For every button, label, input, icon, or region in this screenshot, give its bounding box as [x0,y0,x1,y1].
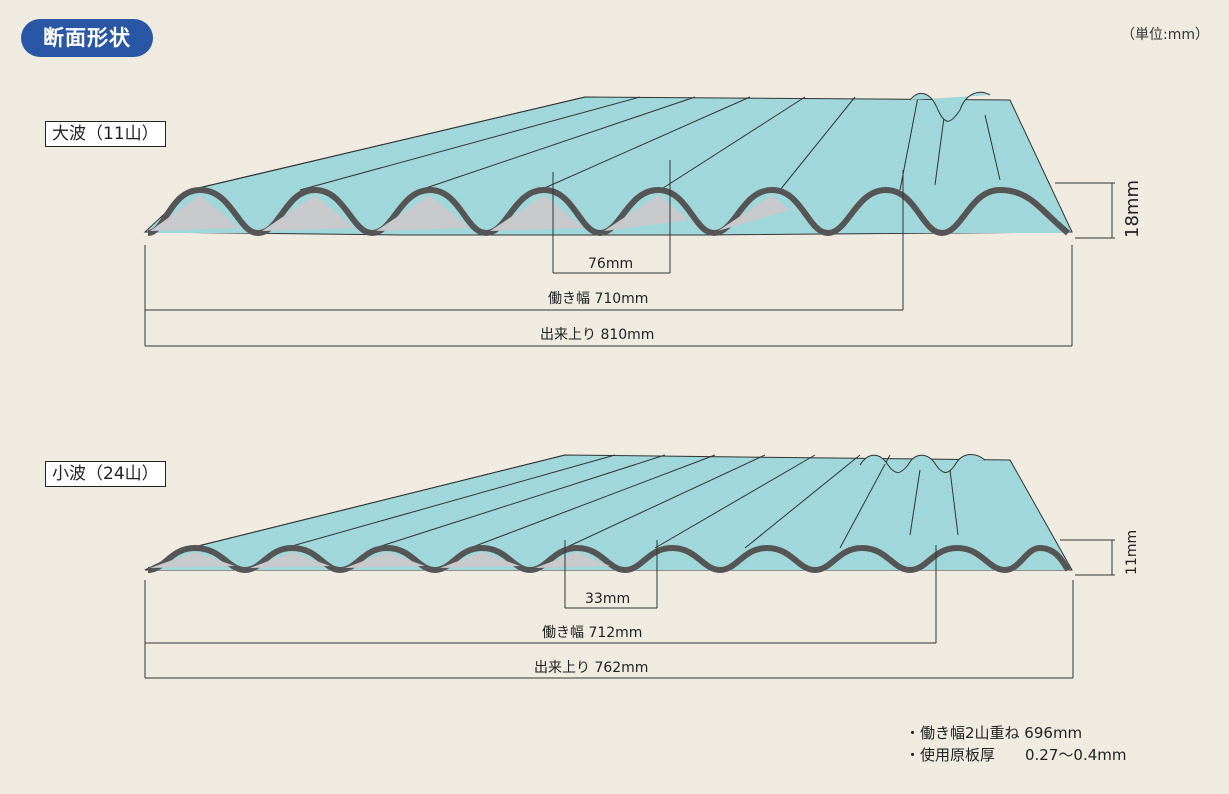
note-overlap-width: ・働き幅2山重ね 696mm [905,724,1083,742]
note-sheet-thickness: ・使用原板厚 0.27〜0.4mm [905,746,1127,764]
large-pitch-text: 76mm [588,256,633,272]
small-wave-ridges [189,454,959,549]
small-wave-label: 小波（24山） [45,461,166,487]
large-wave-sheet [143,91,1073,236]
spec-notes: ・働き幅2山重ね 696mm ・使用原板厚 0.27〜0.4mm [905,722,1126,766]
small-working-width-text: 働き幅 712mm [542,625,642,641]
small-wave-sheet [144,454,1073,573]
small-wave-ridge-humps [859,454,986,473]
large-wave-ridge-hump-1 [909,91,991,122]
unit-note: （単位:mm） [1121,27,1209,43]
small-wave-dimensions [144,539,1115,679]
small-pitch-text: 33mm [585,591,630,607]
large-wave-underside [150,195,790,231]
small-height-text: 11mm [1124,530,1140,575]
large-working-width-text: 働き幅 710mm [548,291,648,307]
large-wave-dimensions [144,160,1115,347]
large-wave-label: 大波（11山） [45,121,166,147]
section-title-badge: 断面形状 [21,19,153,57]
large-finished-width-text: 出来上り 810mm [540,327,654,343]
small-finished-width-text: 出来上り 762mm [534,660,648,676]
small-wave-underside [150,552,610,568]
large-wave-ridges [189,96,1001,191]
large-height-text: 18mm [1122,180,1143,238]
